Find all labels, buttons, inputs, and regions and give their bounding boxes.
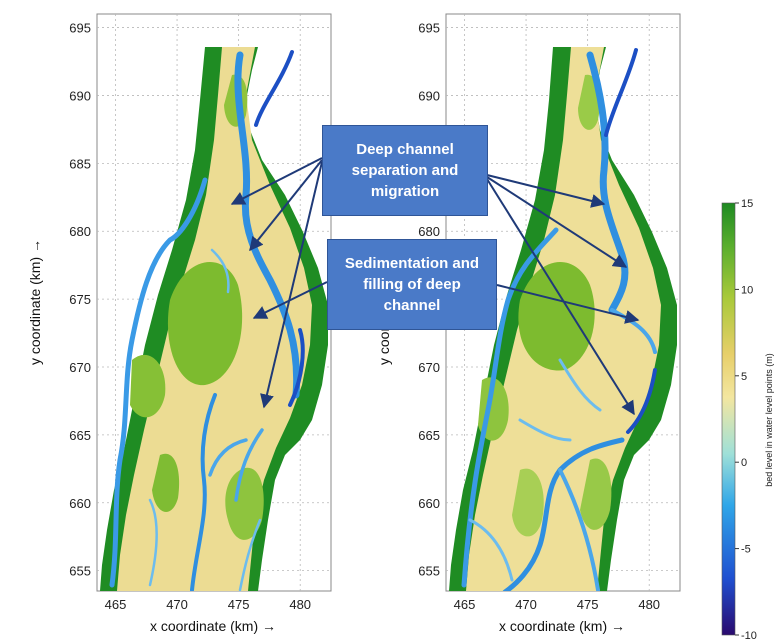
right-channel-small (468, 358, 602, 582)
colorbar: 15 10 5 0 -5 -10 bed level in water level poi… (721, 198, 774, 642)
x-tick-label: 465 (105, 597, 127, 612)
colorbar-tick-label: 5 (741, 371, 747, 383)
right-channel-east (558, 308, 657, 591)
y-tick-label: 695 (69, 21, 91, 36)
left-channel-deep (254, 50, 305, 407)
y-tick-label: 660 (418, 496, 440, 511)
left-channel-center (190, 393, 217, 591)
y-tick-label: 655 (418, 564, 440, 579)
arrow-6 (486, 178, 635, 416)
right-channel-center (502, 437, 625, 591)
x-tick-label: 465 (454, 597, 476, 612)
y-tick-label: 690 (418, 88, 440, 103)
x-tick-label: 475 (577, 597, 599, 612)
right-bar-3 (580, 458, 612, 530)
right-bar-4 (578, 74, 600, 130)
x-tick-label: 470 (166, 597, 188, 612)
arrow-5 (486, 176, 628, 268)
left-bar-1 (167, 262, 243, 386)
x-tick-label: 470 (515, 597, 537, 612)
y-tick-label: 690 (69, 88, 91, 103)
colorbar-tick-label: 10 (741, 284, 753, 296)
callout-deep-channel: Deep channel separation and migration (322, 125, 488, 216)
colorbar-ramp (721, 202, 736, 636)
right-channel-deep (604, 48, 657, 434)
colorbar-tick-label: 0 (741, 457, 747, 469)
y-tick-label: 660 (69, 496, 91, 511)
callout-sedimentation: Sedimentation and filling of deep channe… (327, 239, 497, 330)
left-bar-5 (152, 453, 180, 512)
left-axis-ticks: 465 470 475 480 655 660 665 670 675 680 685 690 695 (69, 21, 311, 612)
left-x-axis-label: x coordinate (km) → (150, 618, 276, 634)
colorbar-tick-label: 15 (741, 198, 753, 210)
colorbar-tick-label: -5 (741, 544, 751, 556)
left-channel-small (148, 248, 262, 591)
right-x-axis-label: x coordinate (km) → (499, 618, 625, 634)
y-tick-label: 675 (69, 292, 91, 307)
x-tick-label: 475 (228, 597, 250, 612)
y-tick-label: 655 (69, 564, 91, 579)
left-y-axis-label: y coordinate (km) → (27, 239, 43, 365)
left-channel-east (208, 428, 264, 502)
right-bar-5 (512, 468, 544, 537)
callout-deep-channel-text: Deep channel separation and migration (351, 141, 459, 200)
left-panel: 465 470 475 480655660665670675680685690695 … (27, 13, 332, 634)
colorbar-ticks: 15 10 5 0 -5 -10 (735, 198, 757, 642)
colorbar-tick-label: -10 (741, 630, 757, 642)
left-bar-3 (225, 467, 264, 540)
y-tick-label: 665 (69, 428, 91, 443)
arrow-2 (249, 159, 323, 252)
x-tick-label: 480 (638, 597, 660, 612)
y-tick-label: 680 (69, 224, 91, 239)
right-bar-1 (518, 262, 595, 371)
arrow-1 (230, 157, 323, 205)
left-channel-west (109, 177, 208, 588)
right-channel-west (461, 227, 559, 588)
callout-sedimentation-text: Sedimentation and filling of deep channe… (344, 255, 480, 314)
x-tick-label: 480 (289, 597, 311, 612)
arrow-4 (486, 174, 606, 208)
left-bar-2 (130, 354, 166, 418)
y-tick-label: 670 (69, 360, 91, 375)
arrow-8 (496, 284, 640, 324)
y-tick-label: 670 (418, 360, 440, 375)
annotation-arrows (230, 157, 640, 416)
arrow-3 (260, 161, 323, 409)
y-tick-label: 685 (69, 156, 91, 171)
y-tick-label: 680 (418, 224, 440, 239)
y-tick-label: 695 (418, 21, 440, 36)
y-tick-label: 665 (418, 428, 440, 443)
colorbar-label: bed level in water level points (m) (764, 353, 774, 487)
arrow-7 (252, 281, 328, 319)
